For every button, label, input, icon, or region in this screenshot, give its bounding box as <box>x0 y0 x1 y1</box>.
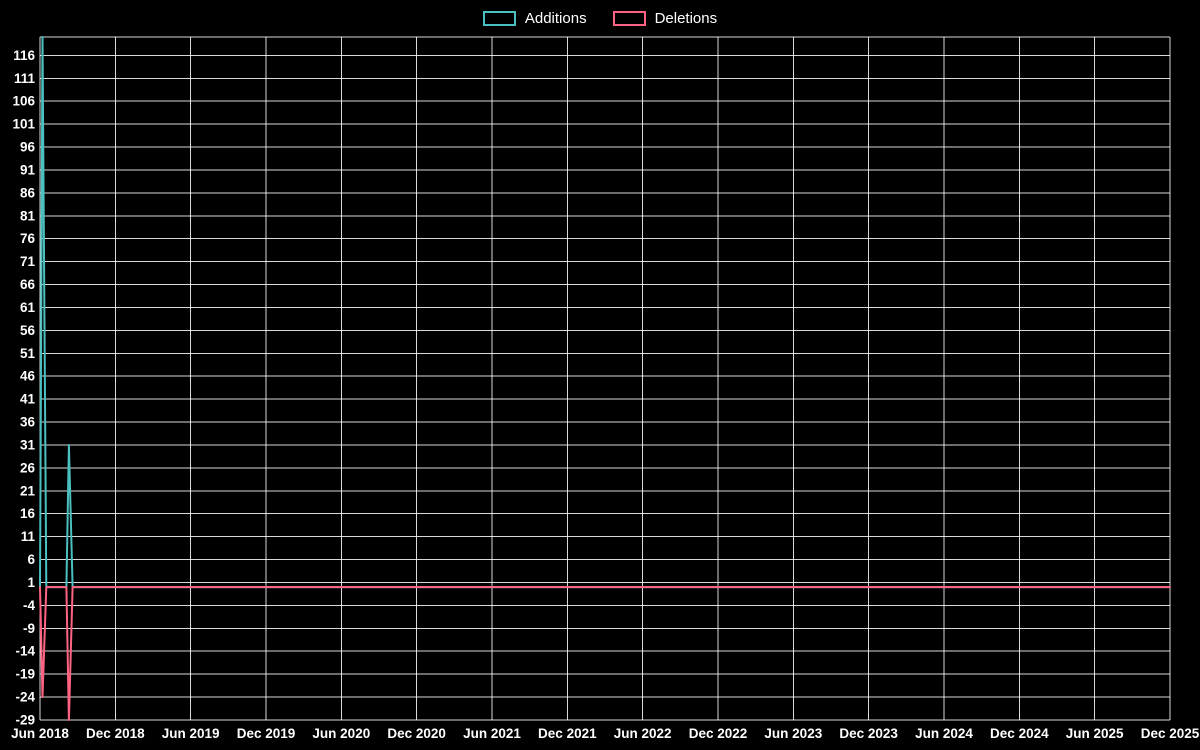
svg-text:71: 71 <box>20 254 36 269</box>
svg-text:66: 66 <box>20 277 36 292</box>
svg-text:Dec 2020: Dec 2020 <box>387 726 446 741</box>
svg-text:56: 56 <box>20 323 36 338</box>
svg-text:Jun 2019: Jun 2019 <box>162 726 220 741</box>
svg-text:21: 21 <box>20 483 36 498</box>
svg-text:Jun 2025: Jun 2025 <box>1066 726 1124 741</box>
svg-text:36: 36 <box>20 415 36 430</box>
svg-text:106: 106 <box>12 94 35 109</box>
svg-text:116: 116 <box>13 48 35 63</box>
legend-item-additions[interactable]: Additions <box>482 9 587 27</box>
svg-text:101: 101 <box>12 117 35 132</box>
svg-text:Jun 2018: Jun 2018 <box>11 726 69 741</box>
svg-text:-24: -24 <box>15 690 35 705</box>
svg-text:-14: -14 <box>15 644 35 659</box>
svg-text:-9: -9 <box>23 621 35 636</box>
svg-text:Jun 2021: Jun 2021 <box>463 726 521 741</box>
svg-text:6: 6 <box>27 552 35 567</box>
svg-text:Jun 2023: Jun 2023 <box>764 726 822 741</box>
legend-label-deletions: Deletions <box>654 9 718 27</box>
svg-text:-29: -29 <box>15 713 35 728</box>
svg-text:86: 86 <box>20 185 36 200</box>
svg-text:81: 81 <box>20 208 36 223</box>
svg-text:Dec 2019: Dec 2019 <box>237 726 296 741</box>
svg-text:51: 51 <box>20 346 36 361</box>
svg-text:Dec 2023: Dec 2023 <box>839 726 898 741</box>
svg-text:1: 1 <box>27 575 35 590</box>
svg-text:Dec 2025: Dec 2025 <box>1141 726 1200 741</box>
svg-text:Dec 2021: Dec 2021 <box>538 726 597 741</box>
svg-text:91: 91 <box>20 162 36 177</box>
deletions-swatch <box>612 10 646 26</box>
legend-item-deletions[interactable]: Deletions <box>612 9 718 27</box>
svg-text:-4: -4 <box>23 598 35 613</box>
legend-label-additions: Additions <box>524 9 587 27</box>
svg-text:16: 16 <box>20 506 36 521</box>
svg-text:61: 61 <box>20 300 36 315</box>
svg-text:11: 11 <box>21 529 36 544</box>
svg-text:46: 46 <box>20 369 36 384</box>
svg-text:Dec 2018: Dec 2018 <box>86 726 145 741</box>
svg-text:Jun 2024: Jun 2024 <box>915 726 973 741</box>
svg-text:111: 111 <box>14 71 36 86</box>
svg-text:Jun 2022: Jun 2022 <box>614 726 672 741</box>
svg-text:41: 41 <box>20 392 36 407</box>
svg-text:31: 31 <box>20 437 36 452</box>
additions-swatch <box>482 10 516 26</box>
svg-text:-19: -19 <box>15 667 35 682</box>
svg-text:96: 96 <box>20 140 36 155</box>
svg-text:Dec 2022: Dec 2022 <box>689 726 748 741</box>
svg-text:26: 26 <box>20 460 36 475</box>
svg-text:Dec 2024: Dec 2024 <box>990 726 1049 741</box>
svg-text:Jun 2020: Jun 2020 <box>312 726 370 741</box>
svg-text:76: 76 <box>20 231 36 246</box>
chart-legend: Additions Deletions <box>0 7 1200 29</box>
